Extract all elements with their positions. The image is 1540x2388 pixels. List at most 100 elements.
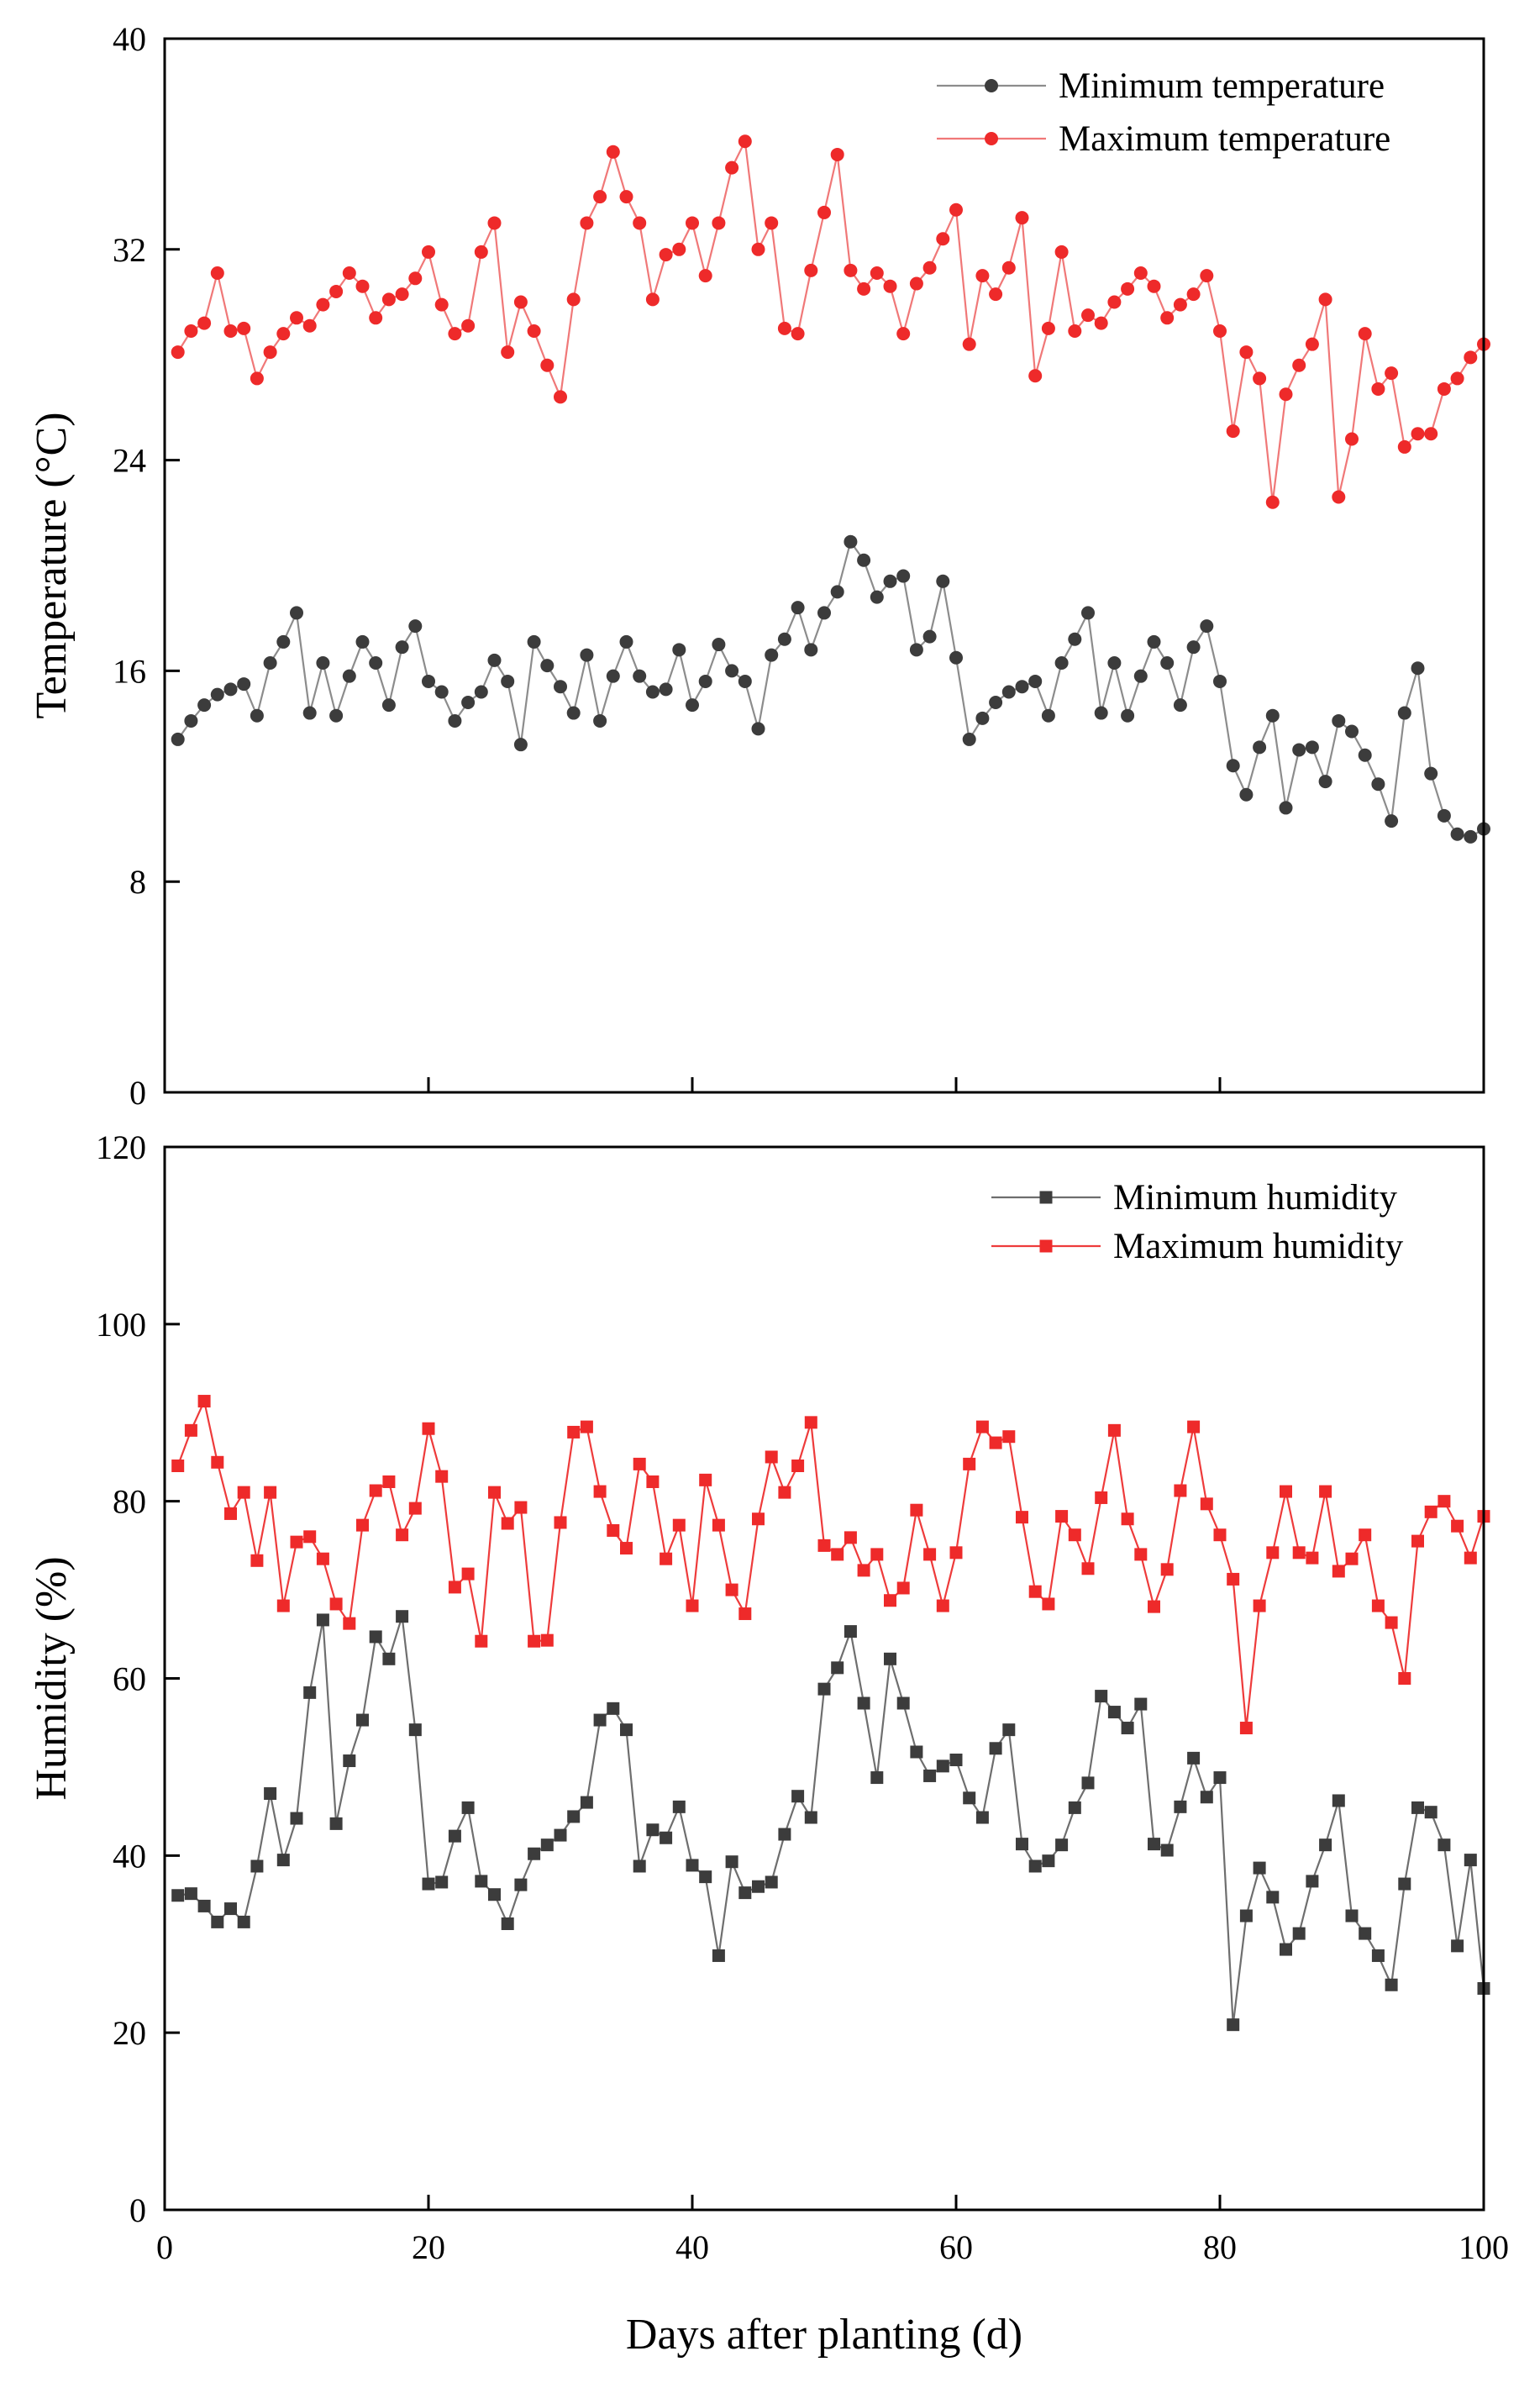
data-point <box>817 606 831 620</box>
data-point <box>1385 1978 1398 1991</box>
data-point <box>910 1503 923 1517</box>
data-point <box>1306 1875 1319 1888</box>
data-point <box>566 292 581 307</box>
x-tick-label: 80 <box>1203 2228 1237 2266</box>
data-point <box>1411 1801 1424 1814</box>
data-point <box>1253 1599 1266 1612</box>
data-point <box>514 1878 528 1891</box>
data-point <box>1174 1484 1187 1497</box>
data-point <box>1411 427 1425 441</box>
data-point <box>1213 323 1227 338</box>
data-point <box>1292 358 1306 372</box>
data-point <box>804 263 818 277</box>
data-point <box>448 1581 461 1594</box>
data-point <box>487 653 502 667</box>
data-point <box>1186 640 1201 655</box>
x-tick-label: 100 <box>1459 2228 1509 2266</box>
data-point <box>210 266 224 281</box>
data-point <box>527 634 541 649</box>
data-point <box>329 708 344 723</box>
data-point <box>698 674 712 688</box>
data-point <box>962 337 976 351</box>
data-point <box>224 1902 237 1916</box>
data-point <box>1345 724 1359 739</box>
data-point <box>1411 1534 1424 1548</box>
data-point <box>1187 1420 1201 1433</box>
data-point <box>660 1831 673 1844</box>
data-point <box>501 1517 514 1530</box>
data-point <box>475 1875 488 1888</box>
data-point <box>989 287 1003 302</box>
data-point <box>408 1502 422 1515</box>
data-point <box>659 682 673 697</box>
data-point <box>435 1875 449 1889</box>
data-point <box>765 216 779 230</box>
data-point <box>316 655 330 670</box>
data-point <box>712 216 726 230</box>
data-point <box>752 1512 765 1526</box>
data-point <box>1424 1505 1438 1518</box>
data-point <box>1358 748 1372 762</box>
data-point <box>448 327 462 341</box>
data-point <box>1107 1706 1121 1719</box>
legend-marker <box>985 79 998 92</box>
data-point <box>1068 1528 1081 1542</box>
data-point <box>434 297 449 312</box>
data-point <box>1173 698 1187 713</box>
data-point <box>817 1539 831 1552</box>
data-point <box>395 287 409 302</box>
data-point <box>580 1420 593 1433</box>
data-point <box>1266 1546 1280 1560</box>
data-point <box>593 190 607 204</box>
data-point <box>817 1682 831 1696</box>
data-point <box>645 685 660 699</box>
y-tick-label: 0 <box>129 2191 146 2229</box>
data-point <box>1397 706 1411 720</box>
data-point <box>250 1554 264 1567</box>
data-point <box>857 1696 870 1710</box>
data-point <box>1160 655 1175 670</box>
data-point <box>1028 369 1043 383</box>
data-point <box>461 696 476 710</box>
data-point <box>725 160 739 175</box>
data-point <box>607 1523 620 1537</box>
data-point <box>712 638 726 652</box>
data-point <box>290 311 303 325</box>
data-point <box>1095 1690 1108 1703</box>
data-point <box>184 323 198 338</box>
data-point <box>540 659 555 673</box>
data-point <box>554 680 567 694</box>
data-point <box>171 1460 185 1472</box>
data-point <box>778 1486 791 1499</box>
series-line-maximum-humidity <box>176 1398 1485 1728</box>
data-point <box>1042 1854 1055 1868</box>
data-point <box>738 1607 752 1621</box>
data-point <box>686 1599 699 1612</box>
data-point <box>909 276 923 291</box>
data-point <box>989 1436 1002 1449</box>
data-point <box>276 1599 290 1612</box>
data-point <box>276 1854 290 1867</box>
data-point <box>1121 1512 1134 1526</box>
data-point <box>514 1501 528 1514</box>
data-point <box>831 1661 844 1675</box>
data-point <box>1332 1794 1345 1807</box>
data-point <box>870 590 884 604</box>
data-point <box>738 674 752 688</box>
data-point <box>686 1859 699 1872</box>
humidity-panel: 0 20 40 60 80 100 0 20 40 60 80 100 120 Humidity (%)… <box>28 1128 1509 2359</box>
data-point <box>963 1791 976 1805</box>
data-point <box>422 1422 435 1435</box>
data-point <box>1226 424 1240 439</box>
data-point <box>791 1790 805 1803</box>
data-point <box>646 1823 660 1837</box>
data-point <box>422 245 435 259</box>
data-point <box>302 318 317 333</box>
data-point <box>870 266 884 281</box>
data-point <box>264 1787 277 1801</box>
humidity-ticks: 0 20 40 60 80 100 0 20 40 60 80 100 120 <box>96 1128 1509 2266</box>
data-point <box>369 311 383 325</box>
data-point <box>381 292 396 307</box>
data-point <box>1279 801 1293 815</box>
y-tick-label: 40 <box>113 20 146 58</box>
